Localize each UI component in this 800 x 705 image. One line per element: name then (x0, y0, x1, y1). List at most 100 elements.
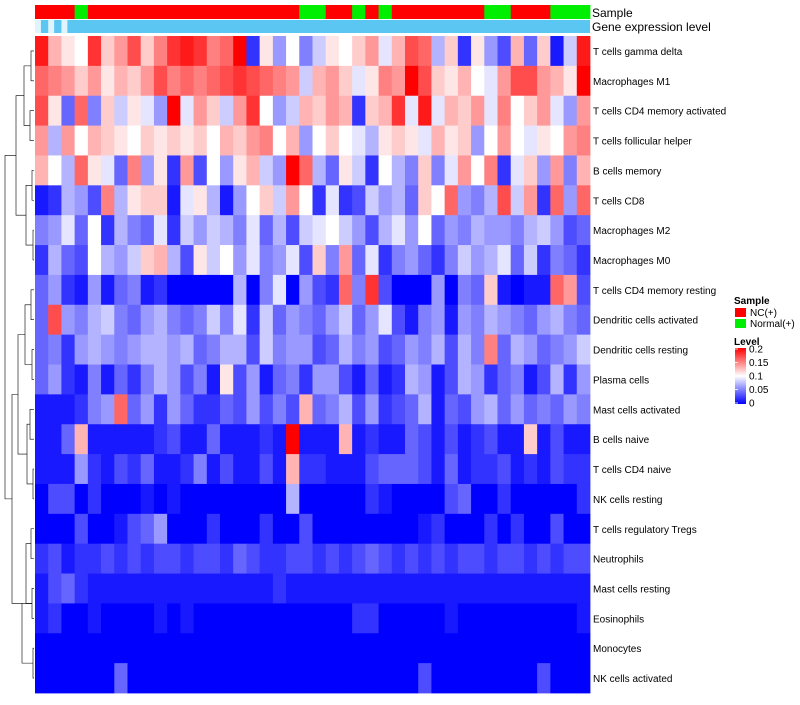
heatmap-cell (35, 483, 49, 515)
heatmap-cell (167, 603, 181, 634)
heatmap-cell (35, 215, 49, 246)
heatmap-cell (471, 603, 485, 634)
sample-cell (391, 5, 406, 19)
legend-level-tick-label: 0.15 (749, 358, 769, 369)
heatmap-cell (391, 36, 406, 67)
heatmap-cell (523, 215, 538, 246)
heatmap-cell (576, 424, 591, 455)
heatmap-cell (140, 215, 155, 246)
heatmap-cell (378, 185, 393, 216)
heatmap-cell (550, 304, 564, 336)
heatmap-cell (87, 513, 102, 545)
row-label: T cells CD4 memory resting (593, 286, 716, 297)
heatmap-cell (444, 663, 459, 694)
heatmap-cell (405, 454, 419, 485)
heatmap-cell (114, 603, 128, 634)
heatmap-cell (167, 65, 181, 97)
heatmap-cell (180, 663, 194, 694)
heatmap-cell (87, 274, 102, 306)
heatmap-cell (101, 364, 115, 395)
heatmap-cell (140, 573, 155, 604)
heatmap-cell (233, 185, 247, 216)
heatmap-cell (167, 424, 181, 455)
heatmap-cell (497, 155, 512, 186)
heatmap-cell (563, 334, 578, 365)
heatmap-cell (510, 364, 525, 395)
heatmap-cell (61, 304, 76, 336)
heatmap-cell (352, 603, 366, 634)
heatmap-cell (74, 125, 89, 156)
heatmap-cell (352, 304, 366, 336)
heatmap-cell (87, 543, 102, 574)
heatmap-cell (444, 543, 459, 574)
heatmap-cell (537, 573, 551, 604)
heatmap-cell (563, 155, 578, 186)
heatmap-cell (61, 633, 76, 664)
heatmap-cell (576, 573, 591, 604)
heatmap-cell (206, 155, 221, 186)
heatmap-cell (153, 364, 168, 395)
heatmap-cell (352, 633, 366, 664)
heatmap-cell (193, 424, 208, 455)
heatmap-cell (193, 245, 208, 276)
heatmap-cell (299, 663, 313, 694)
heatmap-cell (74, 36, 89, 67)
heatmap-cell (246, 364, 261, 395)
heatmap-cell (220, 364, 234, 395)
heatmap-cell (206, 215, 221, 246)
heatmap-cell (563, 125, 578, 156)
heatmap-cell (405, 573, 419, 604)
heatmap-cell (537, 65, 551, 97)
row-label: Dendritic cells activated (593, 316, 698, 327)
legend-swatch-normal (735, 319, 746, 328)
heatmap-cell (35, 513, 49, 545)
heatmap-cell (497, 543, 512, 574)
heatmap-cell (405, 364, 419, 395)
heatmap-cell (312, 185, 327, 216)
heatmap-cell (246, 334, 261, 365)
heatmap-cell (299, 245, 313, 276)
heatmap-cell (153, 155, 168, 186)
heatmap-cell (153, 394, 168, 425)
heatmap-cell (272, 65, 287, 97)
heatmap-cell (457, 36, 472, 67)
heatmap-cell (74, 65, 89, 97)
heatmap-cell (484, 364, 498, 395)
gene-bar-segment (35, 20, 41, 33)
heatmap-cell (312, 65, 327, 97)
heatmap-cell (523, 364, 538, 395)
heatmap-cell (127, 245, 142, 276)
sample-cell (550, 5, 564, 19)
heatmap-cell (35, 454, 49, 485)
heatmap-cell (418, 95, 432, 126)
heatmap-cell (74, 513, 89, 545)
heatmap-cell (48, 483, 62, 515)
heatmap-cell (259, 394, 274, 425)
heatmap-cell (61, 95, 76, 126)
heatmap-cell (418, 663, 432, 694)
heatmap-cell (246, 155, 261, 186)
sample-cell (35, 5, 49, 19)
heatmap-cell (444, 483, 459, 515)
gene-bar-segment (365, 20, 372, 33)
heatmap-cell (48, 424, 62, 455)
heatmap-cell (431, 334, 446, 365)
heatmap-cell (338, 334, 353, 365)
legend-level-tick-label: 0.2 (749, 345, 763, 356)
heatmap-cell (563, 245, 578, 276)
heatmap-cell (576, 155, 591, 186)
heatmap-cell (431, 364, 446, 395)
heatmap-cell (325, 573, 340, 604)
heatmap-cell (101, 513, 115, 545)
heatmap-cell (74, 185, 89, 216)
heatmap-cell (167, 513, 181, 545)
gene-bar-segment (523, 20, 530, 33)
legend-level-ticks: 0.2 0.15 0.1 0.05 0 (735, 345, 769, 410)
heatmap-cell (61, 245, 76, 276)
heatmap-cell (153, 95, 168, 126)
heatmap-cell (497, 36, 512, 67)
heatmap-cell (74, 364, 89, 395)
heatmap-cell (299, 603, 313, 634)
heatmap-cell (352, 36, 366, 67)
heatmap-cell (220, 424, 234, 455)
